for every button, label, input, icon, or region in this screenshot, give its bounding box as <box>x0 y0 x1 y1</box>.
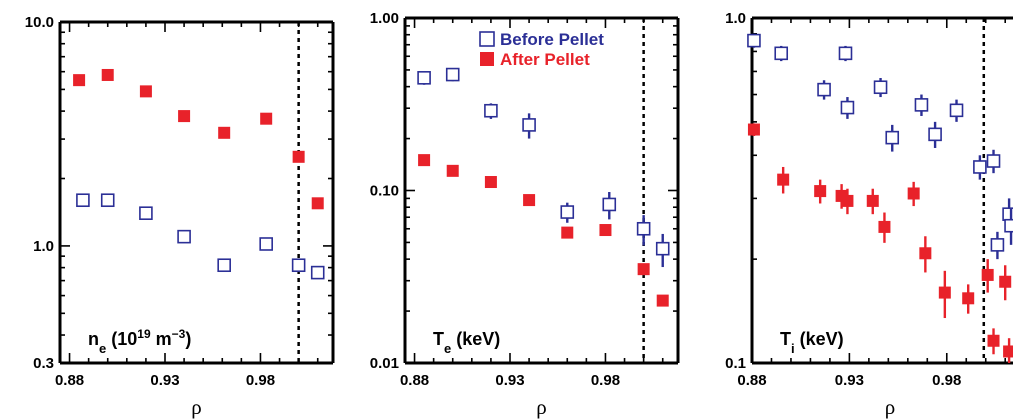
after-pellet-point <box>73 74 86 87</box>
x-tick-label: 0.93 <box>495 372 524 389</box>
legend-after-label: After Pellet <box>500 50 590 69</box>
x-axis-label: ρ <box>536 395 546 419</box>
after-pellet-point <box>981 268 994 281</box>
before-pellet-point <box>840 100 855 115</box>
before-pellet-point <box>76 193 90 208</box>
panel-quantity-label: ne (1019 m−3) <box>88 327 191 356</box>
before-pellet-point <box>217 258 231 273</box>
after-pellet-point <box>101 68 114 81</box>
after-pellet-point <box>311 197 324 210</box>
after-pellet-point <box>907 187 920 200</box>
after-pellet-point <box>987 334 1000 347</box>
x-tick-label: 0.98 <box>932 372 961 389</box>
legend-before-marker <box>479 31 495 47</box>
x-tick-label: 0.98 <box>591 372 620 389</box>
y-tick-label: 0.01 <box>370 355 399 372</box>
after-pellet-point <box>637 263 650 276</box>
before-pellet-point <box>655 241 670 256</box>
x-tick-label: 0.88 <box>400 372 429 389</box>
before-pellet-point <box>259 237 273 251</box>
before-pellet-point <box>177 229 191 244</box>
panel-density: 0.3 1.0 10.0 0.88 0.93 0.98 ρ ne (1019 m−3) <box>25 14 335 419</box>
before-pellet-point <box>873 80 888 95</box>
x-tick-label: 0.93 <box>150 372 179 389</box>
y-tick-label: 1.00 <box>370 10 399 27</box>
after-pellet-point <box>938 286 951 299</box>
after-pellet-point <box>523 194 536 207</box>
before-pellet-point <box>602 197 617 212</box>
panel-ion-temperature: 0.1 1.0 0.88 0.93 0.98 ρ Ti (keV) <box>725 10 1013 419</box>
after-pellet-point <box>866 194 879 207</box>
after-pellet-point <box>139 85 152 98</box>
before-pellet-point <box>914 98 929 112</box>
y-tick-label: 10.0 <box>25 14 54 31</box>
after-pellet-point <box>561 226 574 239</box>
panel-quantity-label: Te (keV) <box>433 329 500 356</box>
before-pellet-point <box>139 206 153 220</box>
before-pellet-point <box>990 238 1005 252</box>
before-pellet-point <box>885 130 900 145</box>
y-tick-label: 0.10 <box>370 183 399 200</box>
x-tick-label: 0.88 <box>55 372 84 389</box>
y-tick-label: 0.1 <box>725 355 746 372</box>
x-tick-label: 0.88 <box>737 372 766 389</box>
after-pellet-point <box>656 294 669 307</box>
after-pellet-point <box>1003 345 1013 358</box>
after-pellet-point <box>777 173 790 186</box>
after-pellet-point <box>418 154 431 167</box>
after-pellet-point <box>999 275 1012 288</box>
after-pellet-point <box>446 164 459 177</box>
y-tick-label: 1.0 <box>33 238 54 255</box>
legend: Before Pellet After Pellet <box>479 30 604 69</box>
before-pellet-point <box>636 221 651 236</box>
panel-quantity-label: Ti (keV) <box>780 329 844 356</box>
after-pellet-point <box>292 150 305 163</box>
x-tick-label: 0.98 <box>246 372 275 389</box>
before-pellet-point <box>986 154 1001 168</box>
after-pellet-point <box>178 110 191 123</box>
x-axis-label: ρ <box>885 395 895 419</box>
before-pellet-point <box>1004 218 1013 233</box>
before-pellet-point <box>417 71 431 85</box>
legend-after-marker <box>480 52 494 66</box>
before-pellet-point <box>484 103 498 118</box>
before-pellet-point <box>291 258 306 273</box>
after-pellet-point <box>814 185 827 198</box>
before-pellet-point <box>774 46 789 61</box>
before-pellet-point <box>310 265 325 280</box>
before-pellet-point <box>747 33 761 48</box>
legend-before-label: Before Pellet <box>500 30 604 49</box>
y-tick-label: 0.3 <box>33 355 54 372</box>
panel-electron-temperature: 0.01 0.10 1.00 0.88 0.93 0.98 ρ Te (keV) <box>370 10 680 419</box>
before-pellet-point <box>928 127 942 142</box>
before-pellet-point <box>100 193 115 208</box>
after-pellet-point <box>260 112 273 125</box>
after-pellet-point <box>218 126 231 139</box>
after-pellet-point <box>841 194 854 207</box>
after-pellet-point <box>599 224 612 237</box>
before-pellet-point <box>949 103 964 118</box>
before-pellet-point <box>522 118 536 132</box>
after-pellet-point <box>484 176 497 189</box>
before-pellet-point <box>973 160 987 174</box>
y-tick-label: 1.0 <box>725 10 746 27</box>
after-pellet-point <box>919 247 932 260</box>
before-pellet-point <box>445 67 460 82</box>
x-tick-label: 0.93 <box>835 372 864 389</box>
after-pellet-point <box>878 220 891 233</box>
x-axis-label: ρ <box>191 395 201 419</box>
before-pellet-point <box>560 205 575 219</box>
after-pellet-point <box>962 292 975 305</box>
before-pellet-point <box>838 46 853 61</box>
before-pellet-point <box>817 82 831 97</box>
after-pellet-point <box>747 123 760 136</box>
